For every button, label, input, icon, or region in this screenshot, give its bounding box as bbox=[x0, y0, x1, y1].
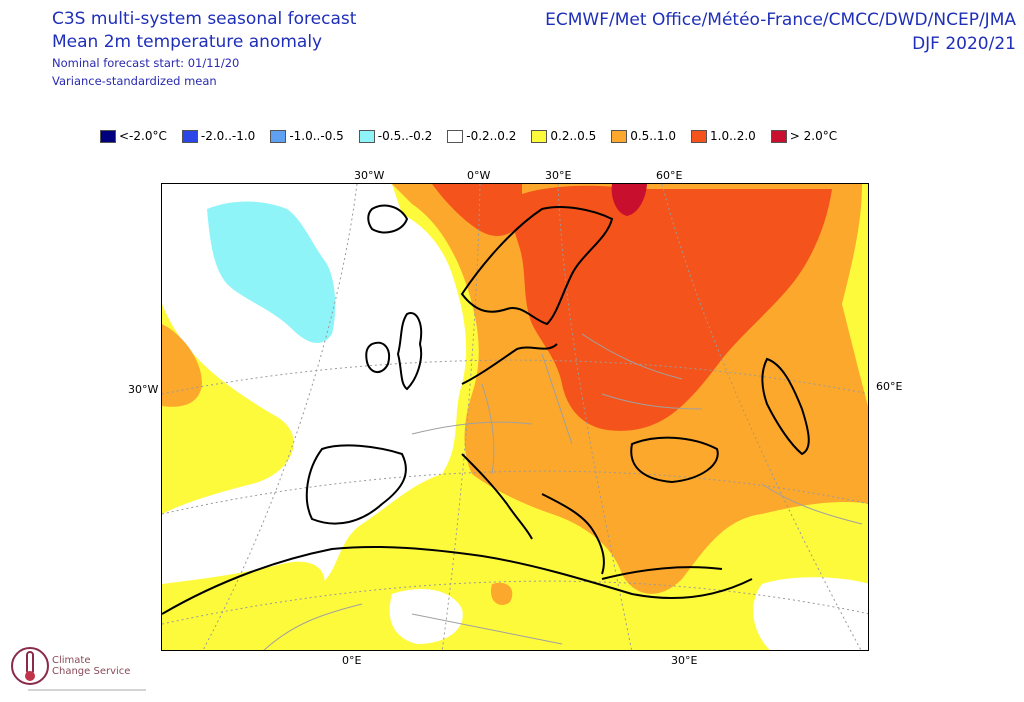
top-axis-label: 30°W bbox=[354, 169, 385, 182]
legend-label: > 2.0°C bbox=[789, 129, 838, 143]
legend-swatch bbox=[447, 129, 464, 143]
title-block: C3S multi-system seasonal forecast Mean … bbox=[52, 8, 356, 90]
top-axis-label: 0°W bbox=[467, 169, 491, 182]
legend-swatch bbox=[531, 129, 548, 143]
anomaly-field bbox=[162, 184, 868, 650]
forecast-map bbox=[161, 183, 869, 651]
anomaly-region-cyan bbox=[207, 201, 336, 344]
coastlines bbox=[162, 204, 810, 615]
legend-swatch bbox=[770, 129, 787, 143]
anomaly-region-dark-red bbox=[611, 184, 647, 216]
logo-text: Climate Change Service bbox=[52, 655, 130, 677]
provider-block: ECMWF/Met Office/Météo-France/CMCC/DWD/N… bbox=[545, 8, 1016, 56]
legend-swatch bbox=[691, 129, 707, 143]
bottom-axis-label: 0°E bbox=[342, 654, 362, 667]
legend-swatch bbox=[100, 129, 116, 143]
left-axis-label: 30°W bbox=[128, 383, 159, 396]
chart-subtitle: Mean 2m temperature anomaly bbox=[52, 32, 323, 52]
copernicus-logo bbox=[11, 647, 146, 691]
legend-item: <-2.0°C bbox=[100, 129, 167, 143]
anomaly-region-yellow bbox=[162, 561, 325, 639]
anomaly-region-yellow bbox=[162, 304, 294, 514]
legend-label: -2.0..-1.0 bbox=[200, 129, 256, 143]
legend-item: -2.0..-1.0 bbox=[181, 129, 256, 143]
logo-line-2: Change Service bbox=[52, 666, 131, 677]
legend-item: -0.5..-0.2 bbox=[358, 129, 433, 143]
season-label: DJF 2020/21 bbox=[912, 34, 1016, 54]
logo-line-1: Climate bbox=[52, 655, 91, 666]
legend-label: 0.2..0.5 bbox=[550, 129, 597, 143]
legend-label: -0.5..-0.2 bbox=[377, 129, 433, 143]
legend-item: 0.2..0.5 bbox=[531, 129, 596, 143]
top-axis-label: 30°E bbox=[545, 169, 572, 182]
anomaly-region-white bbox=[290, 446, 395, 525]
legend-label: 1.0..2.0 bbox=[710, 129, 756, 143]
legend-swatch bbox=[181, 129, 198, 143]
centres-label: ECMWF/Met Office/Météo-France/CMCC/DWD/N… bbox=[545, 10, 1016, 30]
forecast-start: Nominal forecast start: 01/11/20 bbox=[52, 56, 240, 70]
bottom-axis-label: 30°E bbox=[671, 654, 698, 667]
anomaly-region-orange bbox=[491, 582, 513, 605]
legend-label: -0.2..0.2 bbox=[466, 129, 517, 143]
legend-swatch bbox=[611, 129, 628, 143]
method-note: Variance-standardized mean bbox=[52, 74, 217, 88]
color-legend: <-2.0°C -2.0..-1.0 -1.0..-0.5 -0.5..-0.2… bbox=[100, 129, 852, 143]
anomaly-region-orange bbox=[162, 324, 202, 407]
legend-item: > 2.0°C bbox=[770, 129, 838, 143]
anomaly-region-white bbox=[753, 577, 868, 650]
legend-label: <-2.0°C bbox=[119, 129, 167, 143]
legend-item: -0.2..0.2 bbox=[447, 129, 516, 143]
right-axis-label: 60°E bbox=[876, 380, 903, 393]
legend-item: 1.0..2.0 bbox=[691, 129, 756, 143]
legend-item: -1.0..-0.5 bbox=[270, 129, 344, 143]
anomaly-region-red-orange bbox=[432, 184, 522, 236]
legend-label: 0.5..1.0 bbox=[630, 129, 676, 143]
legend-swatch bbox=[358, 129, 375, 143]
chart-title: C3S multi-system seasonal forecast bbox=[52, 9, 357, 29]
legend-label: -1.0..-0.5 bbox=[289, 129, 344, 143]
legend-item: 0.5..1.0 bbox=[611, 129, 676, 143]
top-axis-label: 60°E bbox=[656, 169, 683, 182]
borders bbox=[263, 333, 863, 650]
legend-swatch bbox=[270, 129, 287, 143]
